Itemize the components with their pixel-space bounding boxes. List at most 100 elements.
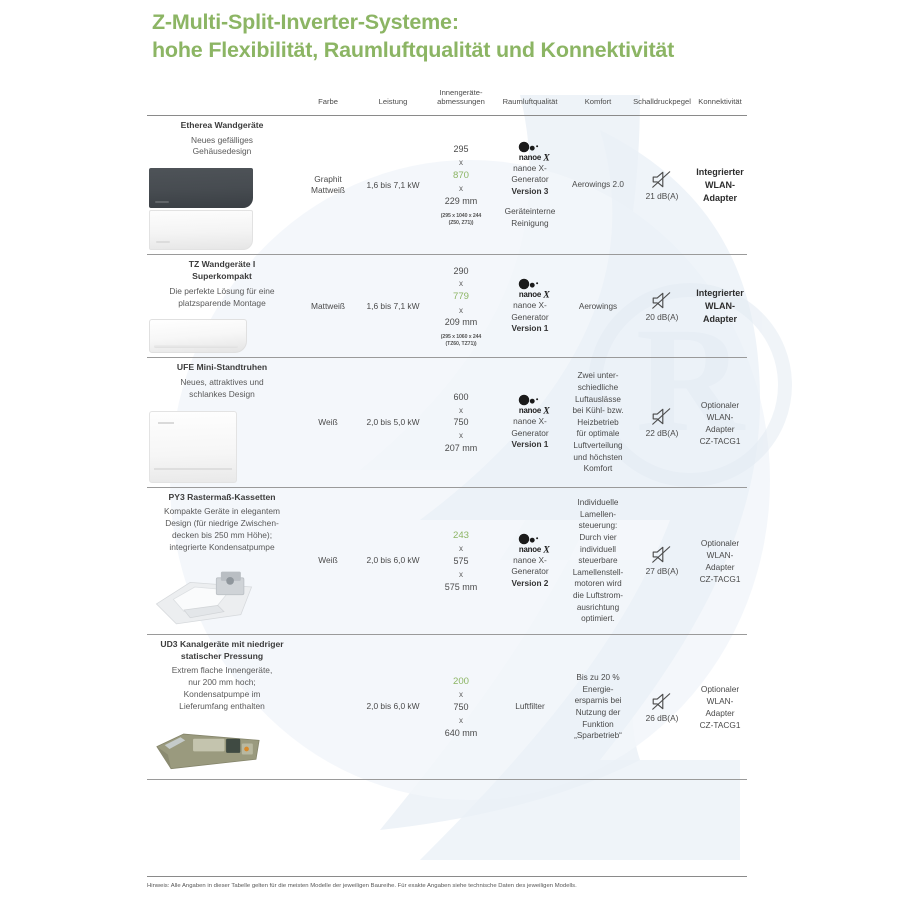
product-description-cell: PY3 Rastermaß-Kassetten Kompakte Geräte i… bbox=[147, 487, 297, 636]
cell-abmessungen-1: 290 x 779 x 209 mm (295 x 1060 x 244 (TZ60, TZ… bbox=[427, 254, 495, 359]
table-body: Etherea Wandgeräte Neues gefälliges Gehäus… bbox=[147, 115, 747, 781]
table-row: Etherea Wandgeräte Neues gefälliges Gehäus… bbox=[147, 115, 747, 256]
product-description-cell: Etherea Wandgeräte Neues gefälliges Gehäus… bbox=[147, 115, 297, 256]
rlq-version-0: Version 3 bbox=[511, 185, 549, 196]
cell-raumluftqualitaet-0: nanoe X- Generator Version 3 Geräteinterne R… bbox=[495, 115, 565, 256]
speaker-mute-icon bbox=[650, 691, 674, 712]
product-subtitle-0: Neues gefälliges Gehäusedesign bbox=[191, 134, 253, 157]
schall-value-4: 26 dB(A) bbox=[645, 712, 679, 723]
product-name-3: PY3 Rastermaß-Kassetten bbox=[168, 491, 276, 502]
dimension-width-2: 600 bbox=[453, 391, 469, 402]
table-header-row: Farbe Leistung Innengeräte- abmessungen … bbox=[147, 88, 747, 116]
product-description-cell: UD3 Kanalgeräte mit niedriger statischer … bbox=[147, 634, 297, 781]
komfort-text-3: Individuelle Lamellen-steuerung: Durch vie… bbox=[572, 497, 624, 624]
dimension-stack-4: 200 x 750 x 640 mm bbox=[429, 675, 493, 740]
ud3-duct-icon bbox=[149, 723, 267, 775]
spec-table-wrapper: Farbe Leistung Innengeräte- abmessungen … bbox=[147, 88, 747, 781]
header-innengeraete-line1: Innengeräte- bbox=[439, 88, 483, 97]
table-row: PY3 Rastermaß-Kassetten Kompakte Geräte i… bbox=[147, 487, 747, 636]
dimension-sep-2-4: x bbox=[459, 715, 463, 725]
dimension-sep-1-1: x bbox=[459, 279, 463, 289]
dimension-depth-2: 207 mm bbox=[444, 442, 478, 453]
cell-farbe-2: Weiß bbox=[297, 357, 359, 488]
page-title: Z-Multi-Split-Inverter-Systeme: hohe Fle… bbox=[152, 8, 772, 65]
rlq-text-2: nanoe X- Generator Version 1 bbox=[511, 416, 549, 450]
komfort-text-1: Aerowings bbox=[578, 301, 618, 311]
cell-komfort-3: Individuelle Lamellen-steuerung: Durch vie… bbox=[565, 487, 631, 636]
nanoe-x-logo-icon bbox=[507, 141, 553, 162]
column-header-komfort: Komfort bbox=[565, 88, 631, 116]
konnektivitaet-text-1: Integrierter WLAN- Adapter bbox=[696, 287, 744, 324]
cell-schalldruckpegel-1: 20 dB(A) bbox=[631, 254, 693, 359]
cell-schalldruckpegel-4: 26 dB(A) bbox=[631, 634, 693, 781]
cell-abmessungen-3: 243 x 575 x 575 mm bbox=[427, 487, 495, 636]
dimension-height-0: 870 bbox=[452, 169, 469, 181]
cell-farbe-0: Graphit Mattweiß bbox=[297, 115, 359, 256]
product-subtitle-4: Extrem flache Innengeräte, nur 200 mm hoc… bbox=[171, 665, 273, 712]
rlq-text-0: nanoe X- Generator Version 3 bbox=[511, 162, 549, 196]
device-image-etherea bbox=[149, 168, 295, 251]
column-header-konnektivitaet: Konnektivität bbox=[693, 88, 747, 116]
konnektivitaet-text-2: Optionaler WLAN- Adapter CZ-TACG1 bbox=[699, 399, 741, 446]
dimension-stack-3: 243 x 575 x 575 mm bbox=[429, 529, 493, 594]
ufe-floor-unit bbox=[149, 410, 237, 483]
konnektivitaet-text-4: Optionaler WLAN- Adapter CZ-TACG1 bbox=[699, 684, 741, 731]
dimension-sep-2-2: x bbox=[459, 431, 463, 441]
table-row: UFE Mini-Standtruhen Neues, attraktives u… bbox=[147, 357, 747, 488]
title-line-1: Z-Multi-Split-Inverter-Systeme: bbox=[152, 10, 459, 34]
product-subtitle-3: Kompakte Geräte in elegantem Design (für … bbox=[164, 506, 280, 553]
speaker-mute-icon bbox=[650, 406, 674, 427]
cell-farbe-4 bbox=[297, 634, 359, 781]
dimension-height-3: 575 bbox=[453, 556, 469, 567]
schall-value-2: 22 dB(A) bbox=[645, 428, 679, 439]
dimension-height-4: 750 bbox=[453, 702, 469, 713]
schall-block-0: 21 dB(A) bbox=[633, 169, 691, 202]
komfort-text-4: Bis zu 20 % Energie-ersparnis bei Nutzung … bbox=[574, 673, 622, 741]
cell-raumluftqualitaet-4: Luftfilter bbox=[495, 634, 565, 781]
cell-komfort-1: Aerowings bbox=[565, 254, 631, 359]
schall-block-1: 20 dB(A) bbox=[633, 290, 691, 323]
cell-leistung-1: 1,6 bis 7,1 kW bbox=[359, 254, 427, 359]
komfort-text-0: Aerowings 2.0 bbox=[572, 180, 624, 190]
dimension-sep-2-0: x bbox=[459, 184, 463, 194]
speaker-mute-icon bbox=[650, 544, 674, 565]
device-image-ud3 bbox=[149, 723, 267, 775]
dimension-sep-1-4: x bbox=[459, 690, 463, 700]
konnektivitaet-text-3: Optionaler WLAN- Adapter CZ-TACG1 bbox=[699, 537, 741, 585]
dimension-note-1: (295 x 1060 x 244 (TZ60, TZ71)) bbox=[440, 334, 482, 348]
schall-block-3: 27 dB(A) bbox=[633, 544, 691, 577]
etherea-matt-white-unit bbox=[149, 210, 253, 251]
py3-cassette-icon bbox=[149, 564, 259, 630]
cell-farbe-1: Mattweiß bbox=[297, 254, 359, 359]
dimension-height-2: 750 bbox=[453, 417, 469, 428]
nanoe-x-logo-icon bbox=[507, 394, 553, 415]
table-row: UD3 Kanalgeräte mit niedriger statischer … bbox=[147, 634, 747, 781]
dimension-sep-2-3: x bbox=[459, 569, 463, 579]
cell-abmessungen-4: 200 x 750 x 640 mm bbox=[427, 634, 495, 781]
dimension-depth-3: 575 mm bbox=[444, 581, 478, 592]
rlq-text-4: Luftfilter bbox=[515, 701, 545, 712]
schall-block-2: 22 dB(A) bbox=[633, 406, 691, 439]
device-image-py3 bbox=[149, 564, 259, 630]
table-footnote: Hinweis: Alle Angaben in dieser Tabelle … bbox=[147, 876, 747, 889]
dimension-stack-2: 600 x 750 x 207 mm bbox=[429, 391, 493, 455]
cell-komfort-2: Zwei unter-schiedliche Luftauslässe bei Kü… bbox=[565, 357, 631, 488]
dimension-depth-4: 640 mm bbox=[444, 727, 478, 738]
rlq-block-0: nanoe X- Generator Version 3 Geräteinterne R… bbox=[497, 141, 563, 230]
dimension-sep-2-1: x bbox=[459, 305, 463, 315]
cell-leistung-3: 2,0 bis 6,0 kW bbox=[359, 487, 427, 636]
cell-konnektivitaet-3: Optionaler WLAN- Adapter CZ-TACG1 bbox=[693, 487, 747, 636]
schall-value-3: 27 dB(A) bbox=[645, 566, 679, 577]
dimension-stack-1: 290 x 779 x 209 mm bbox=[429, 265, 493, 330]
schall-block-4: 26 dB(A) bbox=[633, 691, 691, 724]
column-header-leistung: Leistung bbox=[359, 88, 427, 116]
dimension-sep-1-3: x bbox=[459, 544, 463, 554]
rlq-version-2: Version 1 bbox=[511, 439, 549, 450]
device-image-ufe bbox=[149, 410, 295, 483]
schall-value-0: 21 dB(A) bbox=[645, 190, 679, 201]
cell-raumluftqualitaet-2: nanoe X- Generator Version 1 bbox=[495, 357, 565, 488]
header-innengeraete-line2: abmessungen bbox=[437, 97, 485, 107]
table-row: TZ Wandgeräte I Superkompakt Die perfekte … bbox=[147, 254, 747, 359]
cell-konnektivitaet-2: Optionaler WLAN- Adapter CZ-TACG1 bbox=[693, 357, 747, 488]
